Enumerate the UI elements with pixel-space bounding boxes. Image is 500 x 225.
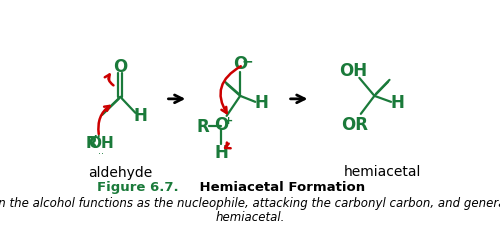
- Text: O: O: [214, 115, 228, 133]
- Text: O: O: [113, 58, 128, 76]
- Text: O: O: [233, 55, 248, 73]
- Text: H: H: [134, 106, 147, 124]
- Text: +: +: [224, 115, 234, 125]
- Text: OR: OR: [342, 115, 368, 133]
- Text: ÖH: ÖH: [88, 136, 114, 151]
- Text: aldehyde: aldehyde: [88, 165, 152, 179]
- Text: Figure 6.7.: Figure 6.7.: [96, 180, 178, 193]
- Text: H: H: [390, 93, 404, 111]
- Text: R: R: [86, 136, 98, 151]
- Text: OH: OH: [339, 62, 368, 80]
- Text: in the alcohol functions as the nucleophile, attacking the carbonyl carbon, and : in the alcohol functions as the nucleoph…: [0, 196, 500, 209]
- Text: ··: ··: [98, 148, 103, 158]
- Text: H: H: [254, 93, 268, 111]
- Text: Hemiacetal Formation: Hemiacetal Formation: [180, 180, 365, 193]
- Text: hemiacetal: hemiacetal: [344, 164, 420, 178]
- Text: hemiacetal.: hemiacetal.: [216, 210, 284, 223]
- Text: H: H: [214, 143, 228, 161]
- Text: −: −: [241, 54, 253, 68]
- Text: R: R: [196, 117, 209, 135]
